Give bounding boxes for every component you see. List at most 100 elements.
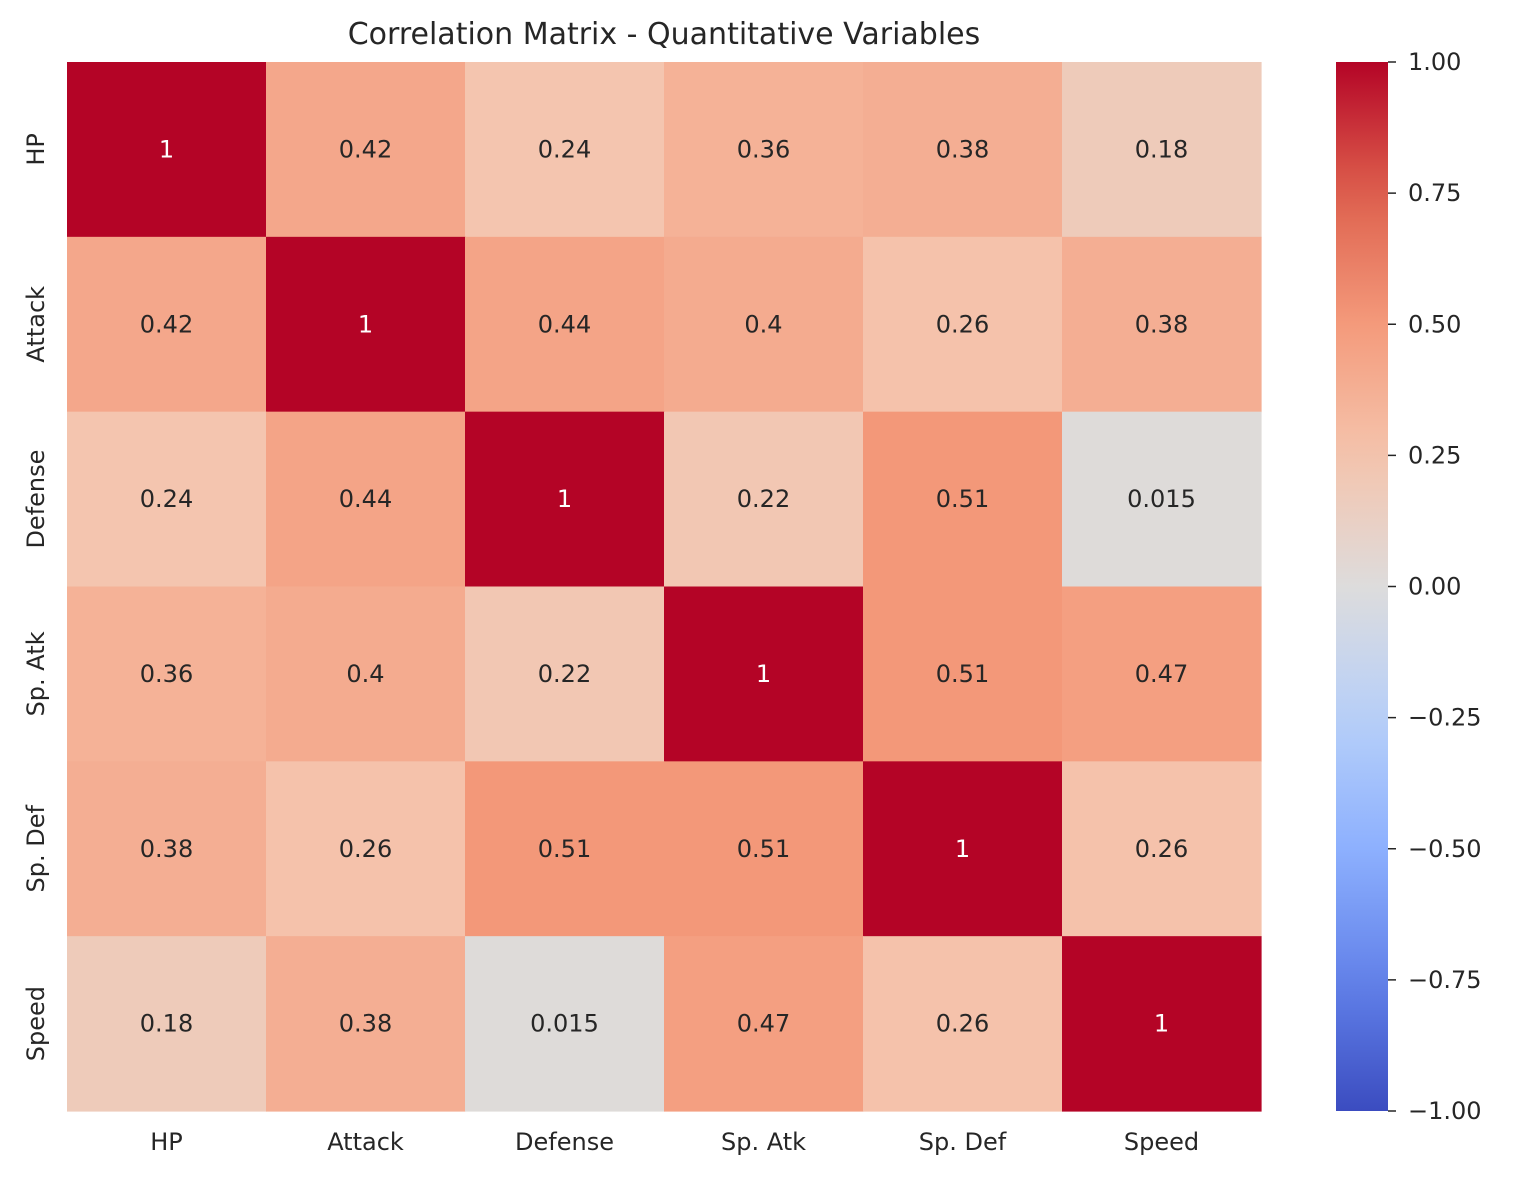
heatmap-cell: [664, 236, 864, 413]
cell-value-label: 1: [557, 485, 572, 513]
heatmap-cell: [863, 62, 1063, 238]
colorbar-tick-label: 0.50: [1408, 310, 1461, 338]
heatmap-cell: [465, 62, 665, 238]
heatmap-cell: [266, 586, 466, 762]
x-tick-label: Attack: [327, 1128, 404, 1156]
heatmap-cell: [863, 236, 1063, 413]
x-tick-label: Defense: [515, 1128, 614, 1156]
cell-value-label: 0.44: [538, 310, 591, 338]
cell-value-label: 1: [1154, 1010, 1169, 1038]
cell-value-label: 0.015: [530, 1010, 599, 1038]
heatmap-cell: [664, 936, 864, 1112]
heatmap-cell: [863, 586, 1063, 762]
x-tick-label: Sp. Def: [919, 1128, 1007, 1156]
cell-value-label: 1: [756, 660, 771, 688]
heatmap-cell: [266, 62, 466, 238]
cell-value-label: 0.24: [140, 485, 193, 513]
y-tick-label: Defense: [22, 450, 50, 549]
colorbar: [1336, 62, 1388, 1111]
colorbar-tick-label: −1.00: [1408, 1097, 1482, 1125]
heatmap-cell: [465, 586, 665, 762]
heatmap-cell: [266, 761, 466, 937]
cell-value-label: 0.42: [339, 135, 392, 163]
heatmap-cell: [266, 411, 466, 588]
cell-value-label: 0.47: [737, 1010, 790, 1038]
colorbar-tick-label: 1.00: [1408, 48, 1461, 76]
y-tick-label: Sp. Def: [22, 804, 50, 892]
colorbar-tick-label: 0.75: [1408, 179, 1461, 207]
cell-value-label: 0.51: [936, 485, 989, 513]
cell-value-label: 0.22: [538, 660, 591, 688]
heatmap-cell: [67, 586, 267, 762]
cell-value-label: 0.4: [346, 660, 384, 688]
heatmap-cell: [465, 761, 665, 937]
y-tick-label: Speed: [22, 986, 50, 1061]
cell-value-label: 0.26: [936, 1010, 989, 1038]
cell-value-label: 1: [955, 835, 970, 863]
y-tick-label: Sp. Atk: [22, 631, 50, 716]
heatmap-cell-labels: 1 0.42 0.24 0.36 0.38 0.18 0.42 1 0.44 0.4 0.26 0.3…: [140, 135, 1196, 1037]
cell-value-label: 0.26: [339, 835, 392, 863]
y-axis-ticks: HP Attack Defense Sp. Atk Sp. Def Speed: [22, 133, 50, 1061]
heatmap-cell: [863, 411, 1063, 588]
x-tick-label: Sp. Atk: [721, 1128, 806, 1156]
heatmap-cell: [465, 236, 665, 413]
x-tick-label: Speed: [1124, 1128, 1199, 1156]
heatmap-cell: [67, 62, 267, 238]
heatmap-cell: [1062, 236, 1262, 413]
colorbar-tick-label: −0.25: [1408, 704, 1482, 732]
colorbar-tick-label: −0.75: [1408, 966, 1482, 994]
y-tick-label: HP: [22, 133, 50, 166]
colorbar-ticks: 1.00 0.75 0.50 0.25 0.00 −0.25 −0.50 −0.75 −1.00: [1388, 48, 1482, 1125]
heatmap-cell: [1062, 586, 1262, 762]
cell-value-label: 0.38: [339, 1010, 392, 1038]
heatmap-cell: [266, 236, 466, 413]
heatmap-cell: [67, 761, 267, 937]
heatmap-cells: [67, 62, 1262, 1112]
cell-value-label: 0.38: [936, 135, 989, 163]
colorbar-tick-label: 0.25: [1408, 441, 1461, 469]
heatmap-cell: [1062, 761, 1262, 937]
heatmap-cell: [465, 411, 665, 588]
heatmap-cell: [1062, 62, 1262, 238]
heatmap-cell: [67, 411, 267, 588]
cell-value-label: 0.36: [140, 660, 193, 688]
colorbar-tick-label: −0.50: [1408, 835, 1482, 863]
heatmap-cell: [1062, 936, 1262, 1112]
heatmap-cell: [465, 936, 665, 1112]
heatmap-cell: [863, 936, 1063, 1112]
cell-value-label: 0.51: [936, 660, 989, 688]
cell-value-label: 0.51: [538, 835, 591, 863]
cell-value-label: 0.51: [737, 835, 790, 863]
y-tick-label: Attack: [22, 286, 50, 363]
heatmap-cell: [67, 936, 267, 1112]
heatmap-cell: [664, 411, 864, 588]
cell-value-label: 1: [159, 135, 174, 163]
cell-value-label: 0.38: [1135, 310, 1188, 338]
heatmap-cell: [664, 586, 864, 762]
cell-value-label: 1: [358, 310, 373, 338]
cell-value-label: 0.26: [936, 310, 989, 338]
colorbar-tick-label: 0.00: [1408, 573, 1461, 601]
cell-value-label: 0.44: [339, 485, 392, 513]
cell-value-label: 0.24: [538, 135, 591, 163]
cell-value-label: 0.4: [744, 310, 782, 338]
heatmap-cell: [863, 761, 1063, 937]
cell-value-label: 0.18: [1135, 135, 1188, 163]
x-axis-ticks: HP Attack Defense Sp. Atk Sp. Def Speed: [150, 1128, 1199, 1156]
cell-value-label: 0.26: [1135, 835, 1188, 863]
heatmap-cell: [266, 936, 466, 1112]
cell-value-label: 0.42: [140, 310, 193, 338]
cell-value-label: 0.36: [737, 135, 790, 163]
heatmap-cell: [1062, 411, 1262, 588]
cell-value-label: 0.18: [140, 1010, 193, 1038]
cell-value-label: 0.015: [1127, 485, 1196, 513]
heatmap-cell: [67, 236, 267, 413]
x-tick-label: HP: [150, 1128, 183, 1156]
heatmap-cell: [664, 761, 864, 937]
cell-value-label: 0.47: [1135, 660, 1188, 688]
heatmap-cell: [664, 62, 864, 238]
chart-title: Correlation Matrix - Quantitative Variab…: [348, 17, 981, 52]
